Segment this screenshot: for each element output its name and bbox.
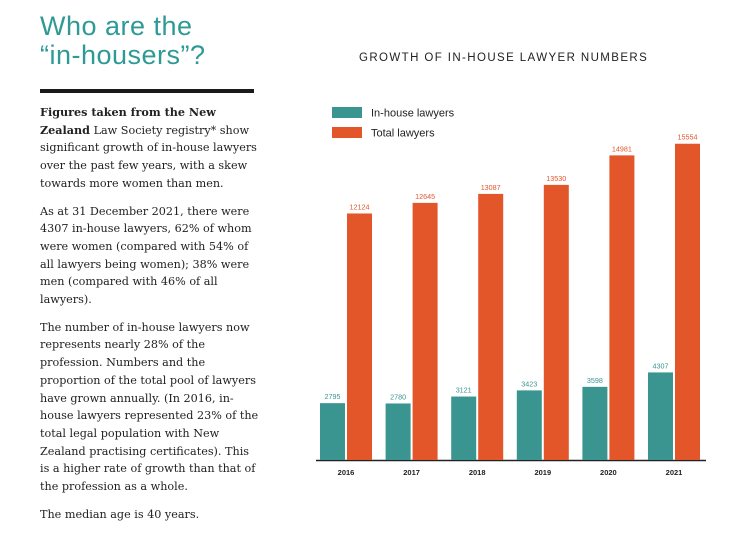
- inhouse-bar-2020: [582, 386, 608, 460]
- total-bar-2021: [675, 143, 700, 460]
- x-tick-label-2017: 2017: [403, 468, 420, 477]
- total-value-label-2020: 14981: [612, 144, 632, 153]
- legend-swatch-inhouse: [332, 107, 362, 118]
- inhouse-value-label-2016: 2795: [325, 392, 341, 401]
- inhouse-value-label-2017: 2780: [390, 392, 406, 401]
- legend-label-total: Total lawyers: [371, 128, 435, 140]
- inhouse-bar-2019: [516, 390, 542, 460]
- total-bar-2020: [609, 155, 635, 460]
- total-bar-2018: [478, 193, 504, 461]
- inhouse-value-label-2020: 3598: [587, 376, 603, 385]
- total-value-label-2018: 13087: [481, 183, 501, 192]
- total-bar-2016: [347, 213, 372, 460]
- inhouse-bar-2016: [320, 403, 345, 460]
- x-tick-label-2019: 2019: [534, 468, 551, 477]
- paragraph-4: The median age is 40 years.: [40, 507, 200, 521]
- paragraph-1-rest: Law Society registry* show significant g…: [40, 123, 257, 190]
- x-tick-label-2018: 2018: [469, 468, 486, 477]
- legend-swatch-total: [332, 127, 362, 138]
- x-tick-label-2020: 2020: [600, 468, 617, 477]
- paragraph-2: As at 31 December 2021, there were 4307 …: [40, 204, 252, 307]
- total-value-label-2019: 13530: [546, 174, 566, 183]
- heading-line-2: “in-housers”?: [40, 40, 206, 70]
- inhouse-bar-2018: [451, 396, 477, 460]
- x-tick-label-2016: 2016: [338, 468, 355, 477]
- inhouse-value-label-2019: 3423: [521, 379, 537, 388]
- paragraph-1: Figures taken from the New Zealand Law S…: [40, 104, 260, 193]
- paragraph-1-lead: Figures taken from the New Zealand: [40, 105, 216, 137]
- heading-divider: [40, 89, 254, 93]
- paragraph-3: The number of in-house lawyers now repre…: [40, 320, 259, 494]
- bar-chart: 2795 12124 2016 2780 12645 2017 3121 13087 2018 3…: [316, 107, 706, 477]
- inhouse-value-label-2018: 3121: [456, 386, 472, 395]
- total-value-label-2017: 12645: [415, 192, 435, 201]
- total-value-label-2021: 15554: [678, 133, 698, 142]
- inhouse-bar-2021: [648, 372, 673, 460]
- total-bar-2017: [412, 202, 438, 460]
- chart-title: GROWTH OF IN-HOUSE LAWYER NUMBERS: [359, 52, 649, 64]
- x-tick-label-2021: 2021: [666, 468, 683, 477]
- total-value-label-2016: 12124: [350, 202, 370, 211]
- article-heading: Who are the “in-housers”?: [40, 12, 206, 70]
- article-body: Figures taken from the New Zealand Law S…: [40, 104, 260, 533]
- inhouse-bar-2017: [385, 403, 411, 460]
- inhouse-value-label-2021: 4307: [653, 361, 669, 370]
- heading-line-1: Who are the: [40, 11, 193, 41]
- total-bar-2019: [543, 184, 569, 460]
- legend-label-inhouse: In-house lawyers: [371, 108, 455, 120]
